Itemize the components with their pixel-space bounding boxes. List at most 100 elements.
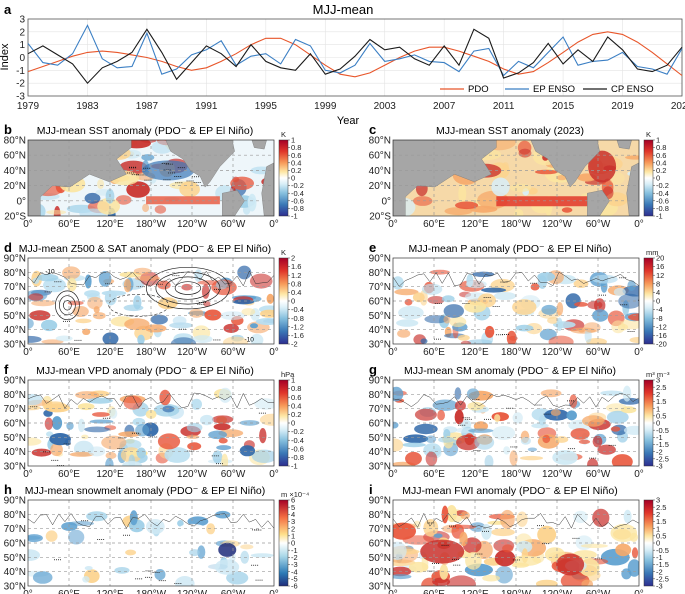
- significance-dot: [629, 331, 631, 332]
- significance-dot: [57, 459, 59, 461]
- significance-dot: [433, 570, 435, 572]
- anomaly-patch: [597, 444, 616, 455]
- lat-tick-label: 20°S: [369, 212, 391, 223]
- map-frame: [392, 499, 640, 587]
- significance-dot: [218, 463, 219, 465]
- anomaly-patch: [28, 393, 43, 406]
- significance-dot: [54, 281, 56, 283]
- significance-dot: [129, 534, 130, 536]
- anomaly-patch: [97, 198, 120, 215]
- panel-b-title: MJJ-mean SST anomaly (PDO⁻ & EP El Niño): [37, 125, 253, 137]
- anomaly-patch: [221, 453, 229, 466]
- anomaly-patch: [397, 329, 411, 338]
- significance-dot: [218, 288, 219, 290]
- significance-dot: [261, 579, 263, 581]
- anomaly-patch: [611, 454, 633, 466]
- significance-dot: [158, 580, 160, 582]
- panel-a-title: MJJ-mean: [313, 2, 374, 17]
- significance-dot: [633, 331, 635, 332]
- anomaly-patch: [454, 409, 464, 425]
- significance-dot: [543, 413, 545, 415]
- colorbar-unit: m³ m⁻³: [646, 370, 670, 379]
- anomaly-patch: [86, 511, 108, 522]
- lat-tick-label: 40°N: [369, 447, 391, 458]
- significance-dot: [530, 282, 532, 284]
- significance-dot: [593, 457, 595, 459]
- significance-dot: [187, 450, 189, 452]
- lat-tick-label: 40°N: [4, 325, 26, 336]
- land-mask: [28, 140, 132, 216]
- significance-dot: [155, 283, 157, 285]
- significance-dot: [539, 525, 540, 527]
- significance-dot: [475, 450, 477, 451]
- anomaly-patch: [179, 523, 205, 533]
- significance-dot: [211, 455, 213, 457]
- anomaly-patch: [241, 308, 256, 316]
- significance-dot: [578, 537, 580, 539]
- colorbar-tick-label: -2: [291, 553, 298, 562]
- anomaly-patch: [66, 421, 74, 430]
- anomaly-patch: [216, 445, 232, 451]
- anomaly-patch: [631, 547, 639, 559]
- lon-tick-label: 0°: [634, 589, 644, 594]
- significance-dot: [433, 522, 435, 524]
- lat-tick-label: 60°N: [369, 419, 391, 430]
- significance-dot: [258, 412, 260, 414]
- significance-dot: [569, 400, 570, 402]
- colorbar-tick-label: -0.8: [291, 204, 304, 213]
- anomaly-patch: [226, 571, 249, 585]
- significance-dot: [164, 580, 166, 582]
- significance-dot: [137, 578, 139, 580]
- significance-dot: [140, 174, 142, 176]
- anomaly-patch: [433, 533, 443, 538]
- significance-dot: [453, 525, 454, 527]
- anomaly-patch: [556, 302, 564, 316]
- significance-dot: [107, 283, 109, 285]
- land-mask: [626, 162, 639, 216]
- significance-dot: [135, 167, 137, 169]
- significance-dot: [195, 182, 197, 183]
- anomaly-patch: [393, 386, 404, 402]
- significance-dot: [133, 167, 135, 169]
- significance-dot: [51, 459, 53, 461]
- lon-tick-label: 0°: [634, 469, 644, 480]
- anomaly-patch: [556, 175, 567, 181]
- panel-c: c MJJ-mean SST anomaly (2023) 80°N 60°N 40°N…: [369, 122, 669, 230]
- panel-h-map: [28, 500, 274, 586]
- anomaly-patch: [458, 184, 467, 204]
- panel-a-label: a: [4, 2, 12, 17]
- significance-dot: [536, 282, 538, 284]
- anomaly-patch: [481, 287, 507, 293]
- panel-d-map: -10 -10: [28, 258, 274, 344]
- colorbar-unit: mm: [646, 248, 659, 257]
- anomaly-patch: [561, 207, 573, 213]
- colorbar-tick-label: -2.5: [656, 574, 669, 583]
- colorbar-tick-label: 3: [656, 496, 660, 505]
- significance-dot: [537, 525, 538, 527]
- lon-tick-label: 120°W: [542, 219, 573, 230]
- panel-f-label: f: [4, 362, 9, 377]
- anomaly-patch: [621, 406, 637, 414]
- panel-i-title: MJJ-mean FWI anomaly (PDO⁻ & EP El Niño): [402, 485, 617, 497]
- significance-dot: [608, 444, 610, 446]
- significance-dot: [260, 412, 262, 414]
- anomaly-patch: [105, 457, 114, 466]
- significance-dot: [454, 558, 455, 560]
- lat-tick-label: 50°N: [369, 433, 391, 444]
- panel-a-axes-box: [27, 18, 683, 97]
- anomaly-patch: [466, 388, 480, 400]
- anomaly-patch: [212, 450, 223, 464]
- y-tick-label: 1: [19, 40, 25, 51]
- lat-tick-label: 70°N: [4, 282, 26, 293]
- panel-e-label: e: [369, 240, 376, 255]
- anomaly-patch: [43, 401, 67, 413]
- anomaly-patch: [215, 280, 228, 290]
- significance-dot: [197, 182, 199, 183]
- significance-dot: [139, 578, 141, 580]
- anomaly-patch: [573, 279, 589, 289]
- significance-dot: [534, 282, 536, 284]
- panel-c-title: MJJ-mean SST anomaly (2023): [436, 125, 584, 137]
- lon-tick-label: 120°E: [461, 589, 489, 594]
- significance-dot: [253, 564, 255, 566]
- anomaly-patch: [211, 415, 234, 424]
